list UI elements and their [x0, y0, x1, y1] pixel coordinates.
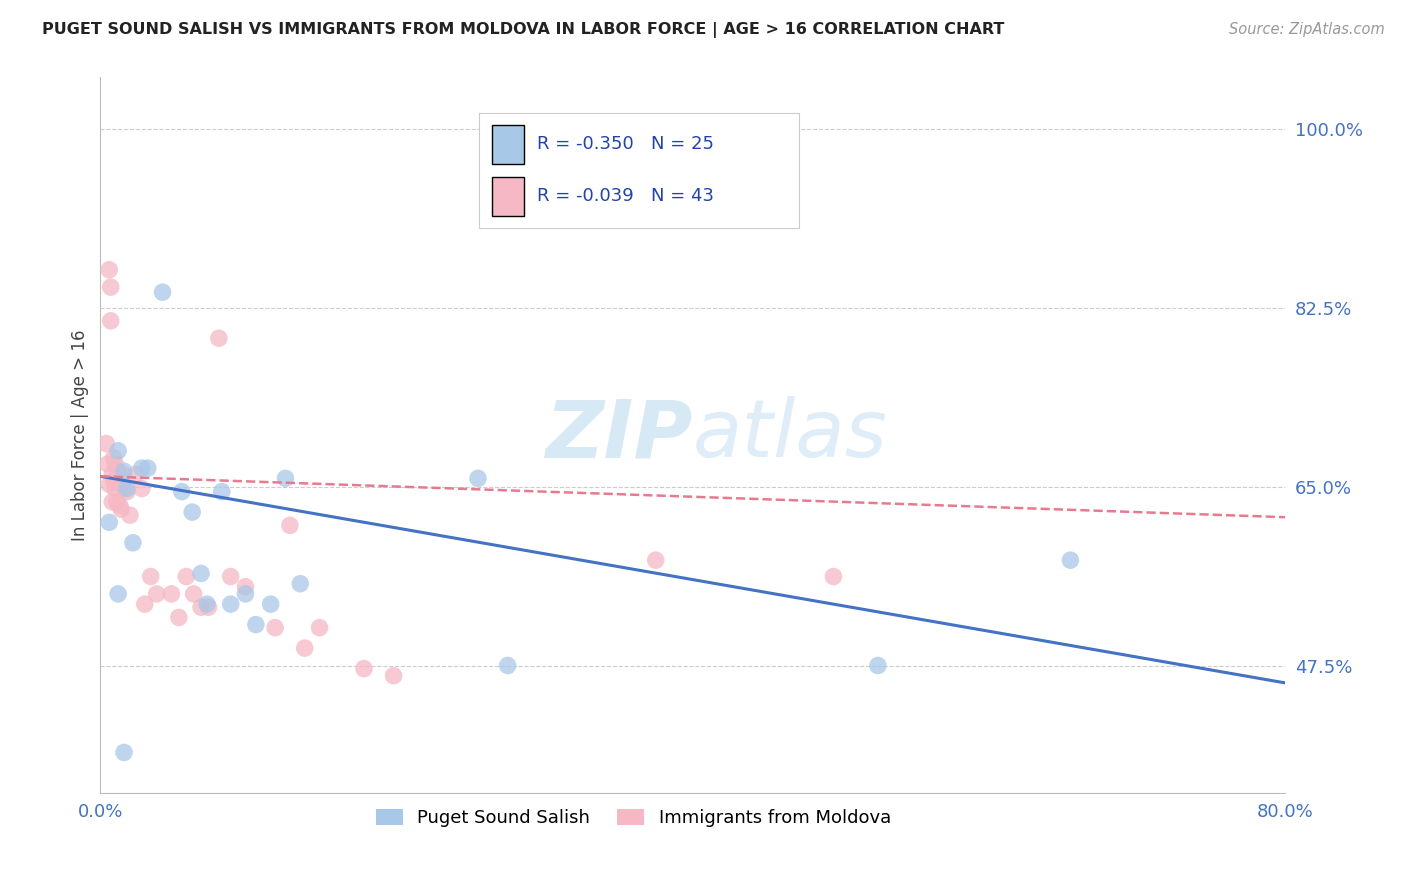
Point	[467, 471, 489, 485]
Text: ZIP: ZIP	[546, 396, 693, 475]
Point	[104, 482, 127, 496]
Point	[131, 482, 153, 496]
Point	[644, 553, 666, 567]
Point	[308, 621, 330, 635]
Point	[97, 457, 120, 471]
Point	[260, 597, 283, 611]
Point	[131, 461, 153, 475]
Point	[115, 484, 138, 499]
Point	[1059, 553, 1081, 567]
Legend: Puget Sound Salish, Immigrants from Moldova: Puget Sound Salish, Immigrants from Mold…	[368, 802, 898, 834]
Point	[823, 569, 845, 583]
Point	[100, 314, 122, 328]
Point	[197, 600, 219, 615]
Point	[235, 587, 257, 601]
Point	[167, 610, 190, 624]
Point	[101, 495, 124, 509]
Y-axis label: In Labor Force | Age > 16: In Labor Force | Age > 16	[72, 330, 89, 541]
Point	[183, 587, 205, 601]
Point	[136, 461, 159, 475]
Text: PUGET SOUND SALISH VS IMMIGRANTS FROM MOLDOVA IN LABOR FORCE | AGE > 16 CORRELAT: PUGET SOUND SALISH VS IMMIGRANTS FROM MO…	[42, 22, 1004, 38]
Point	[235, 580, 257, 594]
Point	[139, 569, 162, 583]
Point	[98, 262, 121, 277]
Point	[145, 587, 167, 601]
Point	[103, 475, 125, 489]
Point	[278, 518, 301, 533]
Point	[496, 658, 519, 673]
Point	[96, 436, 118, 450]
Text: Source: ZipAtlas.com: Source: ZipAtlas.com	[1229, 22, 1385, 37]
Point	[190, 566, 212, 581]
Point	[152, 285, 174, 300]
Point	[122, 535, 145, 549]
Point	[111, 467, 134, 482]
Point	[101, 467, 124, 482]
Point	[190, 600, 212, 615]
Point	[170, 484, 193, 499]
Point	[107, 464, 129, 478]
Point	[107, 587, 129, 601]
Point	[105, 475, 128, 489]
Point	[105, 495, 128, 509]
Point	[107, 443, 129, 458]
Point	[134, 597, 156, 611]
Point	[98, 516, 121, 530]
Point	[125, 467, 148, 482]
Point	[104, 457, 127, 471]
Point	[112, 746, 135, 760]
Point	[174, 569, 197, 583]
Text: atlas: atlas	[693, 396, 887, 475]
Point	[219, 569, 242, 583]
Point	[866, 658, 889, 673]
Point	[110, 502, 132, 516]
Point	[219, 597, 242, 611]
Point	[290, 576, 312, 591]
Point	[211, 484, 233, 499]
Point	[115, 482, 138, 496]
Point	[382, 669, 405, 683]
Point	[112, 482, 135, 496]
Point	[274, 471, 297, 485]
Point	[103, 450, 125, 465]
Point	[108, 498, 131, 512]
Point	[195, 597, 218, 611]
Point	[181, 505, 204, 519]
Point	[160, 587, 183, 601]
Point	[353, 662, 375, 676]
Point	[208, 331, 231, 345]
Point	[100, 280, 122, 294]
Point	[118, 508, 141, 523]
Point	[294, 641, 316, 656]
Point	[98, 477, 121, 491]
Point	[245, 617, 267, 632]
Point	[112, 464, 135, 478]
Point	[264, 621, 287, 635]
